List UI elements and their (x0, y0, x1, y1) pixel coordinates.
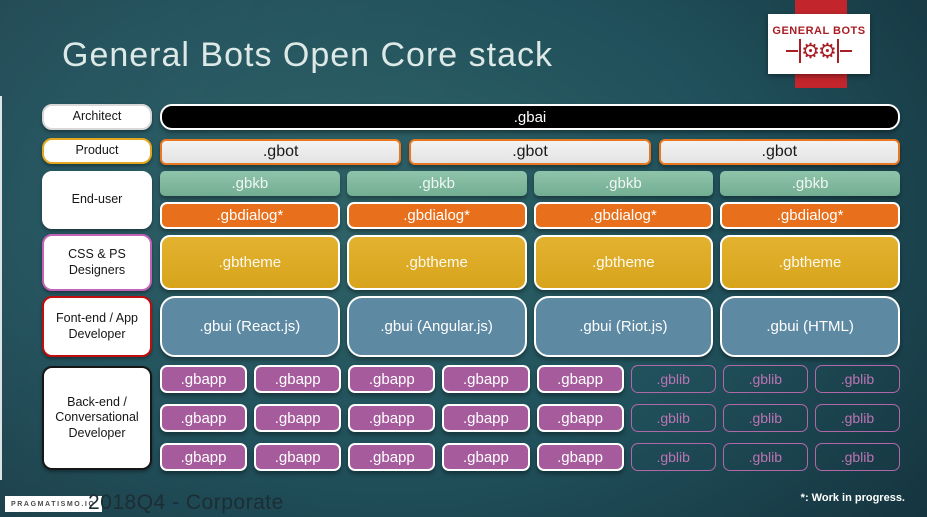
gbapp-box: .gbapp (254, 443, 342, 471)
gbtheme-box: .gbtheme (720, 235, 900, 290)
gbapp-box: .gbapp (348, 404, 436, 432)
gbapp-box: .gbapp (536, 404, 624, 432)
gbapp-box: .gbapp (536, 365, 624, 393)
gblib-box: .gblib (630, 443, 716, 471)
gbdialog-box: .gbdialog* (720, 202, 900, 229)
row-gbapp-3: .gbapp .gbapp .gbapp .gbapp .gbapp .gbli… (160, 443, 900, 471)
logo-text: GENERAL BOTS (772, 25, 866, 37)
logo-bar (836, 39, 839, 63)
gbkb-box: .gbkb (720, 171, 900, 196)
gblib-box: .gblib (630, 404, 716, 432)
gblib-box: .gblib (722, 365, 808, 393)
role-label-product: Product (42, 138, 152, 164)
gbkb-box: .gbkb (160, 171, 340, 196)
role-label-frontend-app-developer: Font-end / App Developer (42, 296, 152, 357)
gbot-box: .gbot (160, 139, 402, 165)
logo-bar (799, 39, 802, 63)
logo-gears-icon: ⚙ ⚙ (786, 39, 852, 63)
gblib-box: .gblib (814, 365, 900, 393)
gbapp-box: .gbapp (160, 443, 248, 471)
gblib-box: .gblib (630, 365, 716, 393)
logo-line (786, 50, 799, 52)
gear-icon: ⚙ (818, 38, 837, 63)
gbtheme-box: .gbtheme (346, 235, 527, 290)
gblib-box: .gblib (722, 443, 808, 471)
work-in-progress-footnote: *: Work in progress. (800, 492, 905, 504)
row-gbai: .gbai (160, 104, 900, 130)
gbapp-box: .gbapp (348, 365, 436, 393)
gbapp-box: .gbapp (254, 404, 342, 432)
gbui-box: .gbui (Riot.js) (533, 296, 714, 357)
gbapp-box: .gbapp (442, 365, 530, 393)
gbapp-box: .gbapp (536, 443, 624, 471)
gbapp-box: .gbapp (348, 443, 436, 471)
row-gbot: .gbot .gbot .gbot (160, 139, 900, 165)
logo-line (839, 50, 852, 52)
row-gbdialog: .gbdialog* .gbdialog* .gbdialog* .gbdial… (160, 202, 900, 229)
pragmatismo-brand-badge: PRAGMATISMO.IO (5, 496, 102, 512)
row-gbapp-2: .gbapp .gbapp .gbapp .gbapp .gbapp .gbli… (160, 404, 900, 432)
gbkb-box: .gbkb (346, 171, 527, 196)
gbui-box: .gbui (React.js) (160, 296, 340, 357)
gbdialog-box: .gbdialog* (346, 202, 527, 229)
gblib-box: .gblib (814, 404, 900, 432)
role-label-css-ps-designers: CSS & PS Designers (42, 234, 152, 291)
gblib-box: .gblib (814, 443, 900, 471)
gbot-box: .gbot (409, 139, 651, 165)
slide-edge-line (0, 96, 2, 480)
gbkb-box: .gbkb (533, 171, 714, 196)
gblib-box: .gblib (722, 404, 808, 432)
gbdialog-box: .gbdialog* (533, 202, 714, 229)
gbtheme-box: .gbtheme (160, 235, 340, 290)
gbtheme-box: .gbtheme (533, 235, 714, 290)
role-label-architect: Architect (42, 104, 152, 130)
gbui-box: .gbui (HTML) (720, 296, 900, 357)
gbapp-box: .gbapp (160, 404, 248, 432)
footer-quarter-label: 2018Q4 - Corporate (88, 491, 284, 514)
gbapp-box: .gbapp (442, 443, 530, 471)
gbapp-box: .gbapp (254, 365, 342, 393)
gbapp-box: .gbapp (442, 404, 530, 432)
role-label-end-user: End-user (42, 171, 152, 229)
row-gbui: .gbui (React.js) .gbui (Angular.js) .gbu… (160, 296, 900, 357)
role-label-backend-conversational-developer: Back-end / Conversational Developer (42, 366, 152, 470)
gbai-box: .gbai (160, 104, 900, 130)
row-gbapp-1: .gbapp .gbapp .gbapp .gbapp .gbapp .gbli… (160, 365, 900, 393)
gbot-box: .gbot (658, 139, 900, 165)
page-title: General Bots Open Core stack (62, 36, 554, 74)
gbapp-box: .gbapp (160, 365, 248, 393)
gbdialog-box: .gbdialog* (160, 202, 340, 229)
row-gbkb: .gbkb .gbkb .gbkb .gbkb (160, 171, 900, 196)
general-bots-logo: GENERAL BOTS ⚙ ⚙ (768, 14, 870, 74)
gbui-box: .gbui (Angular.js) (346, 296, 527, 357)
gear-icon: ⚙ (801, 38, 820, 63)
row-gbtheme: .gbtheme .gbtheme .gbtheme .gbtheme (160, 235, 900, 290)
